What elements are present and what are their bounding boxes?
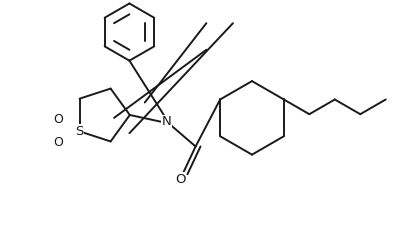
- Text: N: N: [161, 116, 171, 128]
- Text: O: O: [175, 173, 185, 186]
- Text: S: S: [75, 125, 83, 138]
- Text: O: O: [53, 136, 63, 149]
- Text: O: O: [53, 113, 63, 125]
